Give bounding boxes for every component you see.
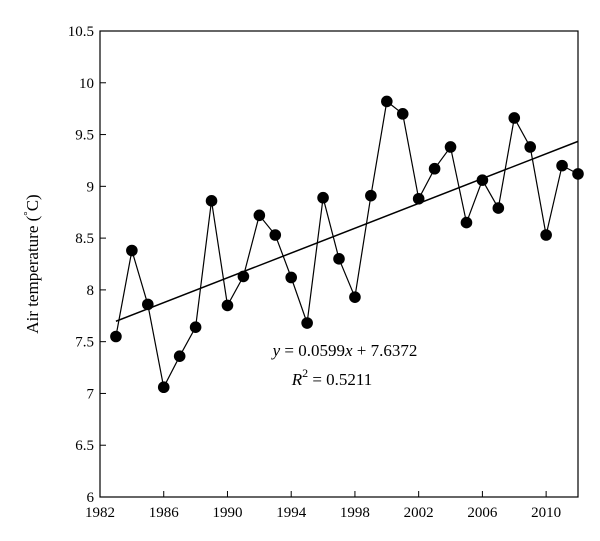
x-tick-label: 2010 [531,505,561,521]
data-point [444,141,457,153]
y-axis-ticks: 6 6.5 7 7.5 8 8.5 9 9.5 10 10.5 [68,24,106,506]
x-tick-label: 1994 [276,505,307,521]
trend-line [115,140,579,322]
x-tick-label: 2002 [404,505,434,521]
y-tick-label: 7 [87,386,95,402]
y-tick-label: 10 [79,76,94,92]
data-point [253,209,266,222]
x-tick-label: 1998 [340,505,370,521]
data-point [142,298,154,311]
y-tick-label: 6.5 [75,438,94,454]
y-tick-label: 9.5 [75,128,94,144]
data-point [205,195,218,207]
data-point [126,244,138,257]
r-squared: R2 = 0.5211 [291,366,373,389]
data-point [173,350,186,362]
data-point [476,174,489,186]
data-point [349,291,361,303]
x-tick-label: 1990 [212,505,242,521]
y-axis-label: Air temperature (°C) [22,194,42,333]
y-tick-label: 7.5 [75,335,94,351]
data-point [221,299,234,312]
data-point [381,95,393,108]
y-tick-label: 8.5 [75,231,94,247]
data-point [396,108,409,120]
data-point [508,112,521,124]
data-point [269,229,282,241]
data-point [540,229,552,241]
y-tick-label: 10.5 [68,24,94,40]
data-point [412,192,425,205]
data-point [556,159,568,172]
plot-frame [99,30,579,498]
y-tick-label: 6 [87,490,95,506]
data-point [285,271,298,284]
data-point [460,216,473,229]
data-point [189,321,202,333]
data-point [428,162,441,175]
data-point [524,141,536,153]
data-points [110,95,584,394]
data-point [317,191,329,204]
x-tick-label: 1982 [85,505,115,521]
regression-equation: y = 0.0599x + 7.6372 [271,341,418,360]
data-point [365,189,377,202]
y-tick-label: 9 [87,179,95,195]
data-point [110,330,122,343]
x-axis-ticks: 1982 1986 1990 1994 1998 2002 2006 2010 [85,491,561,521]
y-tick-label: 8 [87,283,95,299]
data-point [333,253,345,265]
x-tick-label: 2006 [467,505,498,521]
x-tick-label: 1986 [149,505,180,521]
data-point [157,381,170,394]
data-point [572,168,584,180]
data-point [301,317,313,329]
data-point [237,270,250,283]
data-point [492,202,505,214]
